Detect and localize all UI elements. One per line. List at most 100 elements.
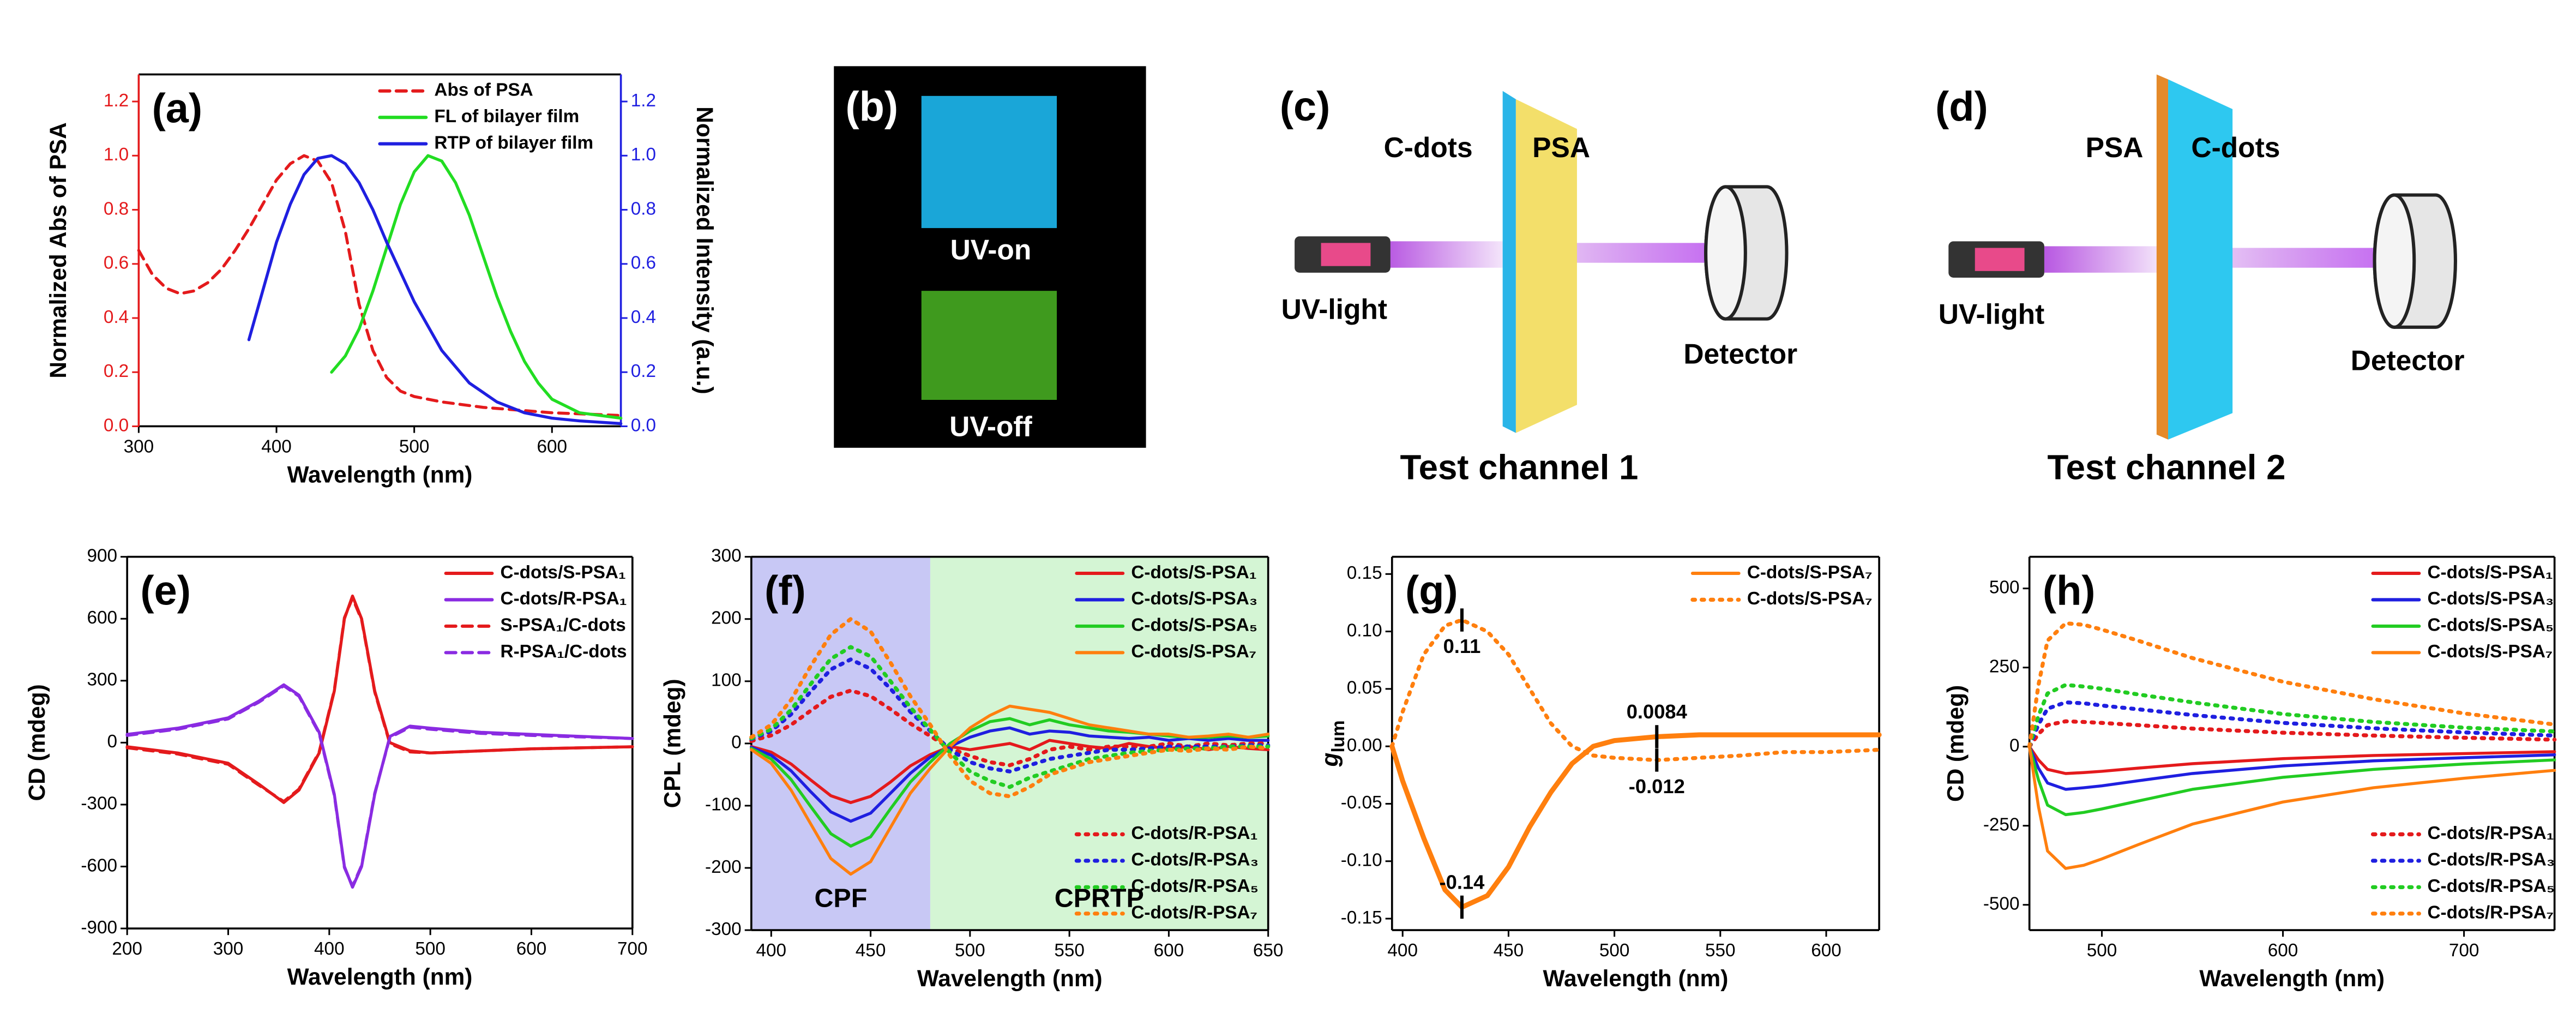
psa-layer xyxy=(2156,74,2169,440)
x-tick-label: 500 xyxy=(2087,940,2117,961)
x-tick-label: 300 xyxy=(213,939,244,959)
y-axis-label: Normalized Abs of PSA xyxy=(45,122,71,378)
region-label: CPF xyxy=(814,884,867,913)
uv-lamp-core xyxy=(1321,243,1371,266)
cdots-layer xyxy=(1502,91,1516,433)
y-tick-label: -100 xyxy=(705,795,742,815)
series-line xyxy=(2027,719,2557,749)
y-tick-label: 0.2 xyxy=(104,361,129,381)
chart: 400 450 500 550 600 -0.15 -0.10 -0.05 0.00 0.05 0.… xyxy=(1317,555,1882,991)
detector-face xyxy=(2373,193,2416,329)
y-tick-label: 0.0 xyxy=(104,415,129,435)
x-tick-label: 600 xyxy=(1154,940,1184,961)
series-line xyxy=(749,688,1271,768)
x-tick-label: 500 xyxy=(399,437,430,457)
series-line xyxy=(125,683,634,889)
series-line xyxy=(2027,745,2556,870)
y2-tick-label: 0.0 xyxy=(631,415,656,435)
series-line xyxy=(2027,745,2556,817)
uv-beam xyxy=(1387,241,1503,268)
x-tick-label: 650 xyxy=(1253,940,1284,961)
x-tick-label: 500 xyxy=(1599,940,1630,961)
x-tick-label: 600 xyxy=(2268,940,2298,961)
plot-area: -0.14 0.0084 0.11 -0.012 xyxy=(1389,608,1882,919)
y-tick-label: -500 xyxy=(1983,894,2020,914)
y-tick-label: 0.00 xyxy=(1347,735,1382,756)
panel-label: (c) xyxy=(1280,83,1331,130)
panel-label: (d) xyxy=(1935,83,1988,130)
detector-label: Detector xyxy=(1683,338,1797,369)
y2-tick-label: 1.2 xyxy=(631,91,656,111)
layer-label: PSA xyxy=(2086,131,2144,163)
series-line xyxy=(330,154,623,420)
legend-label: C-dots/S-PSA₅ xyxy=(2427,615,2554,636)
region-label: CPRTP xyxy=(1055,884,1144,913)
y2-tick-label: 0.2 xyxy=(631,361,656,381)
y-tick-label: 250 xyxy=(1989,656,2020,676)
y-tick-label: 100 xyxy=(711,670,742,691)
panel-label: (a) xyxy=(152,85,203,131)
legend-label: C-dots/S-PSA₇ xyxy=(1747,562,1873,583)
chart: CPF CPRTP 400 450 500 550 600 650 -300 -200 -100 0 1… xyxy=(660,546,1284,992)
caption: Test channel 2 xyxy=(2048,448,2286,487)
legend-label: C-dots/S-PSA₇ xyxy=(1131,642,1256,662)
y-tick-label: 300 xyxy=(711,546,742,566)
caption: Test channel 1 xyxy=(1400,448,1638,487)
layer-label: C-dots xyxy=(1384,131,1473,163)
y-tick-label: 0.8 xyxy=(104,199,129,219)
y-tick-label: -300 xyxy=(81,794,117,814)
series-line xyxy=(1389,732,1882,910)
y-tick-label: -600 xyxy=(81,855,117,876)
y-tick-label: 0.10 xyxy=(1347,620,1382,640)
legend-label: C-dots/R-PSA₃ xyxy=(2427,850,2555,870)
x-axis-label: Wavelength (nm) xyxy=(1543,966,1729,991)
y-axis-label: CPL (mdeg) xyxy=(660,679,685,808)
y-tick-label: 0 xyxy=(731,733,742,753)
chart: 500 600 700 -500 -250 0 250 500 Wavelength (nm) C… xyxy=(1943,555,2557,991)
y-tick-label: 600 xyxy=(87,608,117,628)
y-axis-label-sub: lum xyxy=(1328,720,1349,752)
y-axis-label-main: g xyxy=(1317,752,1343,767)
legend-label: C-dots/R-PSA₇ xyxy=(1131,903,1257,923)
legend-label: S-PSA₁/C-dots xyxy=(501,615,626,636)
legend-label: C-dots/S-PSA₇ xyxy=(1747,589,1873,609)
legend-label: C-dots/S-PSA₁ xyxy=(1131,562,1256,583)
x-axis-label: Wavelength (nm) xyxy=(287,964,473,990)
photo-caption: UV-off xyxy=(949,411,1032,442)
y-tick-label: 0.6 xyxy=(104,253,129,273)
y-tick-label: 1.2 xyxy=(104,91,129,111)
x-tick-label: 600 xyxy=(537,437,568,457)
legend-label: C-dots/S-PSA₁ xyxy=(501,562,626,583)
legend-label: C-dots/S-PSA₁ xyxy=(2427,562,2553,583)
x-axis-label: Wavelength (nm) xyxy=(287,461,473,487)
plot-area xyxy=(749,617,1271,876)
series-line xyxy=(2027,682,2557,749)
data-label: -0.14 xyxy=(1440,871,1485,894)
legend-label: C-dots/S-PSA₃ xyxy=(2427,589,2554,609)
data-label: -0.012 xyxy=(1629,775,1685,798)
plot-area xyxy=(125,594,634,889)
panel-label: (g) xyxy=(1405,568,1458,614)
chart: 200 300 400 500 600 700 -900 -600 -300 0 300 600 900… xyxy=(24,546,648,990)
panel-label: (f) xyxy=(765,568,806,614)
source-label: UV-light xyxy=(1939,298,2044,330)
legend-label: Abs of PSA xyxy=(434,80,533,100)
panel-label: (b) xyxy=(845,83,898,130)
panel-b: (b) UV-on UV-off xyxy=(834,66,1146,448)
plot-area xyxy=(2027,621,2557,870)
series-line xyxy=(749,617,1271,799)
series-line xyxy=(750,704,1270,876)
x-tick-label: 600 xyxy=(516,939,547,959)
series-line xyxy=(125,684,634,888)
uv-beam xyxy=(2044,246,2160,273)
y-axis-label: CD (mdeg) xyxy=(1943,685,1969,802)
y-tick-label: -900 xyxy=(81,918,117,938)
x-tick-label: 500 xyxy=(955,940,985,961)
y-tick-label: 0.4 xyxy=(104,307,129,327)
legend-label: C-dots/S-PSA₇ xyxy=(2427,642,2553,662)
legend-label: C-dots/R-PSA₅ xyxy=(2427,876,2555,896)
legend-label: C-dots/S-PSA₅ xyxy=(1131,615,1257,636)
x-tick-label: 550 xyxy=(1054,940,1085,961)
series-line xyxy=(2027,745,2556,791)
